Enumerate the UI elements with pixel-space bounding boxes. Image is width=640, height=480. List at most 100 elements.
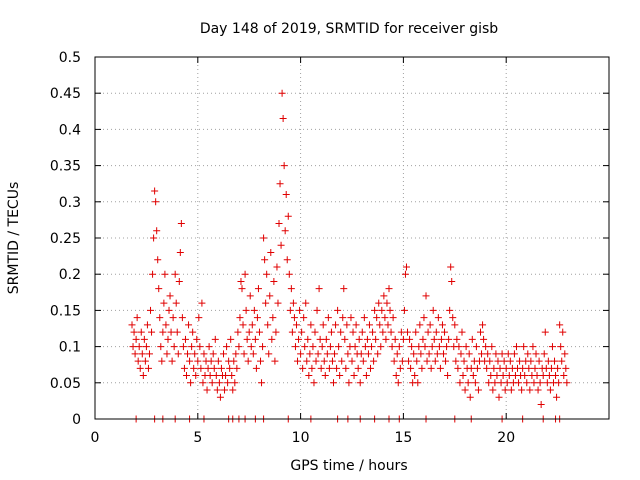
data-point xyxy=(164,335,172,343)
data-point xyxy=(534,386,542,394)
data-point xyxy=(432,328,440,336)
data-point xyxy=(434,314,442,322)
data-point xyxy=(347,314,355,322)
data-point xyxy=(149,270,157,278)
data-point xyxy=(497,379,505,387)
data-point xyxy=(391,335,399,343)
data-point xyxy=(223,343,231,351)
y-tick-label: 0 xyxy=(72,412,81,428)
data-point xyxy=(443,343,451,351)
data-point xyxy=(198,299,206,307)
data-point xyxy=(209,350,217,358)
data-point xyxy=(438,321,446,329)
data-point xyxy=(254,285,262,293)
data-point xyxy=(226,364,234,372)
data-point xyxy=(383,299,391,307)
data-point xyxy=(336,372,344,380)
data-point xyxy=(234,328,242,336)
data-point xyxy=(221,386,229,394)
data-point xyxy=(371,306,379,314)
data-point xyxy=(332,321,340,329)
data-point xyxy=(147,306,155,314)
data-point xyxy=(167,328,175,336)
data-point xyxy=(402,263,410,271)
data-point xyxy=(367,364,375,372)
data-point xyxy=(491,379,499,387)
data-point xyxy=(203,386,211,394)
data-point xyxy=(142,343,150,351)
data-point xyxy=(277,241,285,249)
data-point xyxy=(467,364,475,372)
data-point xyxy=(464,379,472,387)
data-point xyxy=(270,277,278,285)
data-point xyxy=(398,357,406,365)
data-point xyxy=(216,393,224,401)
data-point xyxy=(160,299,168,307)
data-point xyxy=(527,357,535,365)
data-point xyxy=(427,364,435,372)
data-point xyxy=(333,364,341,372)
data-point xyxy=(400,306,408,314)
x-tick-label: 10 xyxy=(292,430,310,446)
data-point xyxy=(545,372,553,380)
data-point xyxy=(151,187,159,195)
data-point xyxy=(483,364,491,372)
data-point xyxy=(289,299,297,307)
data-point xyxy=(408,343,416,351)
data-point xyxy=(399,335,407,343)
data-point xyxy=(461,386,469,394)
data-point xyxy=(130,328,138,336)
data-point xyxy=(306,350,314,358)
data-point xyxy=(139,372,147,380)
data-point xyxy=(510,350,518,358)
data-point xyxy=(389,314,397,322)
data-point xyxy=(422,292,430,300)
data-point xyxy=(531,364,539,372)
data-point xyxy=(205,343,213,351)
data-point xyxy=(325,364,333,372)
data-point xyxy=(181,335,189,343)
data-point xyxy=(279,115,287,123)
data-point xyxy=(355,335,363,343)
data-point xyxy=(354,364,362,372)
data-point xyxy=(316,335,324,343)
data-point xyxy=(140,335,148,343)
data-point xyxy=(235,343,243,351)
data-point xyxy=(410,350,418,358)
data-point xyxy=(174,350,182,358)
data-point xyxy=(177,220,185,228)
data-point xyxy=(285,270,293,278)
data-point xyxy=(143,321,151,329)
data-point xyxy=(135,343,143,351)
y-tick-label: 0.25 xyxy=(50,231,81,247)
data-point xyxy=(334,306,342,314)
data-point xyxy=(421,343,429,351)
data-point xyxy=(473,364,481,372)
data-point xyxy=(507,386,515,394)
data-point xyxy=(172,299,180,307)
data-point xyxy=(297,350,305,358)
data-point xyxy=(165,306,173,314)
data-point xyxy=(486,357,494,365)
data-point xyxy=(156,314,164,322)
y-tick-label: 0.35 xyxy=(50,159,81,175)
data-point xyxy=(369,328,377,336)
data-point xyxy=(451,321,459,329)
data-point xyxy=(252,364,260,372)
y-tick-label: 0.1 xyxy=(59,340,81,356)
data-point xyxy=(269,314,277,322)
data-point xyxy=(512,343,520,351)
data-point xyxy=(423,357,431,365)
data-point xyxy=(258,379,266,387)
data-point xyxy=(168,357,176,365)
data-point xyxy=(382,335,390,343)
data-point xyxy=(291,343,299,351)
data-point xyxy=(318,343,326,351)
data-point xyxy=(213,386,221,394)
data-point xyxy=(309,343,317,351)
data-point xyxy=(182,372,190,380)
data-point xyxy=(278,89,286,97)
data-point xyxy=(340,285,348,293)
data-point xyxy=(348,357,356,365)
data-point xyxy=(396,364,404,372)
